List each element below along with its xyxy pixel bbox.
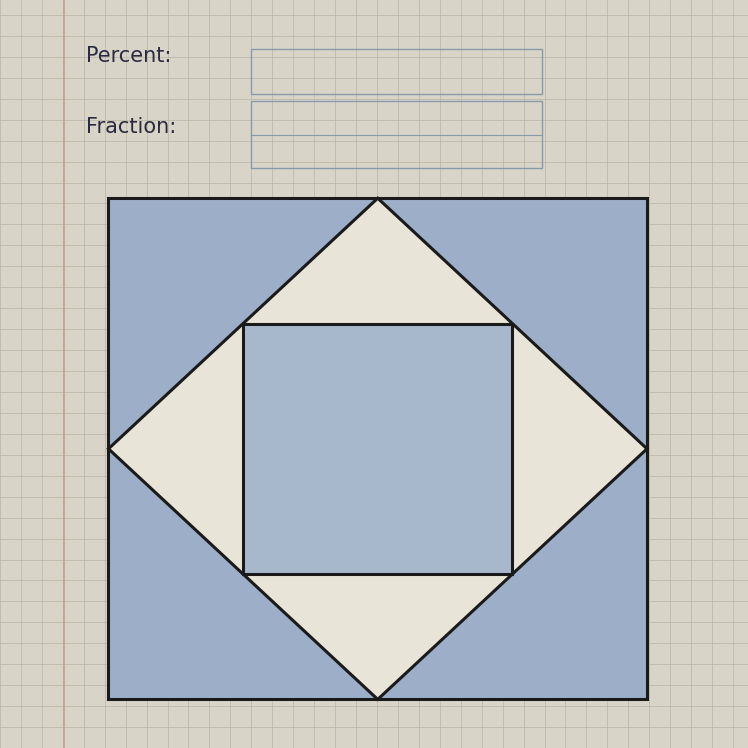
- Bar: [251, 101, 542, 168]
- Polygon shape: [108, 198, 647, 699]
- Text: Percent:: Percent:: [86, 46, 171, 66]
- Polygon shape: [243, 323, 512, 574]
- Bar: [251, 49, 542, 94]
- Bar: [108, 198, 647, 699]
- Text: Fraction:: Fraction:: [86, 117, 177, 137]
